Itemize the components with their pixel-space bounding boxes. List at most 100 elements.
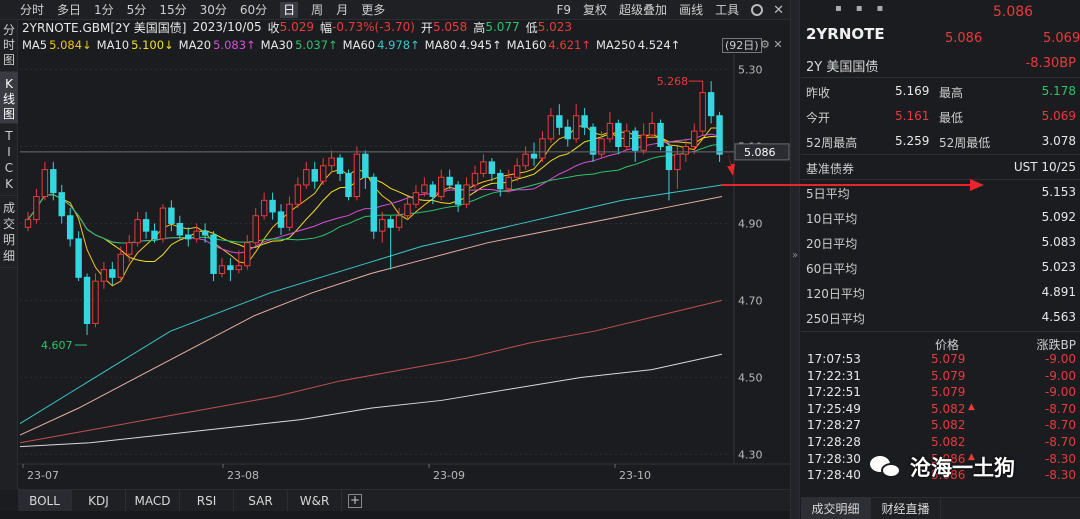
tick-row: 17:25:49 5.082 ▲ -8.70	[801, 402, 1080, 419]
candle-down	[185, 234, 192, 240]
divider	[801, 331, 1080, 332]
candle-up	[303, 169, 310, 186]
indicator-tab[interactable]: MACD	[126, 489, 180, 512]
candle-up	[691, 130, 698, 147]
benchmark-label: 基准债券	[806, 162, 855, 176]
period-tab[interactable]: 周	[311, 2, 324, 17]
ma-table-label: 10日平均	[806, 212, 858, 226]
watermark: 沧海一土狗	[870, 452, 1015, 482]
candle-up	[640, 134, 647, 151]
candle-up	[353, 153, 361, 198]
tab-trade-detail[interactable]: 成交明细	[0, 196, 18, 268]
status-strip	[0, 511, 1080, 519]
indicator-tab[interactable]: SAR	[234, 489, 288, 512]
period-tab[interactable]: 月	[336, 2, 349, 17]
left-view-tabs: 分时图 K线图 TICK 成交明细	[0, 20, 18, 490]
indicator-tab[interactable]: KDJ	[72, 489, 126, 512]
tab-intraday[interactable]: 分时图	[0, 20, 18, 72]
candle-down	[176, 222, 184, 236]
ma-legend-value: 4.945↑	[459, 38, 502, 52]
period-tab[interactable]: 15分	[159, 2, 187, 17]
tick-row: 17:07:53 5.079 -9.00	[801, 352, 1080, 369]
bid-price: 5.086	[945, 31, 983, 46]
candle-up	[421, 184, 428, 194]
ma-legend-label: MA30	[260, 38, 294, 52]
day-low-value: 5.069	[1041, 109, 1076, 123]
tab-tick[interactable]: TICK	[0, 124, 18, 196]
panel-tab[interactable]: 成交明细	[801, 498, 871, 519]
toolbar-button[interactable]: 画线	[679, 3, 704, 17]
ma-legend-value: 4.524↑	[637, 38, 681, 52]
prev-close-label: 昨收	[806, 86, 831, 100]
candle-down	[75, 238, 82, 278]
panel-tab[interactable]: 财经直播	[871, 498, 941, 519]
candle-up	[328, 157, 335, 167]
kline-chart[interactable]: 5.305.104.904.704.504.3023-0723-0823-092…	[18, 54, 790, 489]
ma-table-label: 250日平均	[806, 312, 865, 326]
candle-down	[311, 169, 318, 182]
candle-down	[556, 115, 563, 128]
tick-row: 17:28:27 5.082 -8.70	[801, 418, 1080, 435]
candle-down	[665, 145, 673, 171]
period-tab[interactable]: 多日	[57, 2, 82, 17]
period-tab[interactable]: 60分	[239, 2, 268, 17]
toolbar-button[interactable]: 超级叠加	[619, 3, 668, 17]
tick-time: 17:22:51	[807, 385, 861, 400]
tick-change-bp: -8.30	[1044, 468, 1076, 483]
period-tab[interactable]: 更多	[361, 2, 386, 17]
open-label: 开	[420, 20, 433, 35]
ma-legend-label: MA250	[595, 38, 636, 52]
change-label: 幅	[320, 20, 333, 35]
indicator-tab[interactable]: RSI	[180, 489, 234, 512]
candle-up	[606, 122, 614, 140]
change-value: -0.73%(-3.70)	[332, 20, 415, 34]
tick-change-bp: -9.00	[1044, 352, 1076, 366]
gear-icon[interactable]	[751, 4, 764, 16]
toolbar-button[interactable]: F9	[556, 3, 572, 17]
candle-down	[581, 115, 588, 128]
period-tab[interactable]: 5分	[126, 2, 147, 17]
period-tab[interactable]: 1分	[94, 2, 114, 17]
tick-row: 17:28:30 5.086 ▲ -8.30	[801, 452, 1080, 469]
ma-table-row: 20日平均 5.083	[801, 230, 1080, 255]
panel-pin-icons[interactable]: ▪▪▪	[835, 3, 898, 14]
period-tab[interactable]: 分时	[20, 2, 45, 17]
candle-up	[92, 280, 99, 324]
ma-legend: MA5 5.084↓ MA10 5.100↓ MA20 5.083↑ MA30 5.037↑ M…	[22, 37, 685, 53]
range-pill[interactable]: (92日)	[722, 38, 762, 53]
candle-down	[370, 176, 377, 232]
candle-down	[632, 130, 639, 151]
toolbar-button[interactable]: 复权	[583, 3, 608, 17]
ma-line-ma160	[19, 299, 723, 444]
panel-instrument-name: 2Y 美国国债	[806, 60, 879, 75]
add-indicator-button[interactable]: +	[348, 492, 362, 508]
tab-kline[interactable]: K线图	[0, 72, 18, 124]
period-tab[interactable]: 日	[280, 1, 299, 18]
day-high-label: 最高	[939, 86, 964, 100]
indicator-tabs: BOLL KDJ MACD RSI SAR W&R +	[18, 489, 790, 512]
ma-line-ma60	[19, 184, 723, 424]
wechat-logo-icon	[870, 454, 902, 480]
close-icon[interactable]: ✕	[773, 2, 784, 18]
candle-up	[252, 215, 259, 244]
candle-up	[244, 242, 251, 267]
period-tab[interactable]: 30分	[199, 2, 227, 17]
close-value: 5.029	[279, 20, 315, 34]
open-value-panel: 5.161	[895, 109, 930, 123]
indicator-tab[interactable]: W&R	[288, 489, 342, 512]
ma-legend-value: 5.084↓	[49, 38, 92, 52]
watermark-text: 沧海一土狗	[910, 456, 1015, 480]
w52-low-label: 52周最低	[939, 136, 991, 150]
pane-collapse-handle[interactable]: »	[790, 0, 800, 519]
candle-up	[699, 92, 706, 132]
ticks-price-header: 价格	[935, 338, 960, 352]
candle-up	[480, 161, 487, 174]
indicator-tab[interactable]: BOLL	[18, 489, 72, 512]
chart-settings-icons[interactable]: ⚙ ✕	[760, 38, 783, 51]
y-tick-label: 5.30	[738, 64, 763, 77]
prev-close-value: 5.169	[895, 84, 930, 98]
candle-up	[294, 184, 302, 205]
toolbar-button[interactable]: 工具	[715, 3, 740, 17]
ma-table-row: 5日平均 5.153	[801, 180, 1080, 205]
candle-up	[100, 269, 108, 282]
